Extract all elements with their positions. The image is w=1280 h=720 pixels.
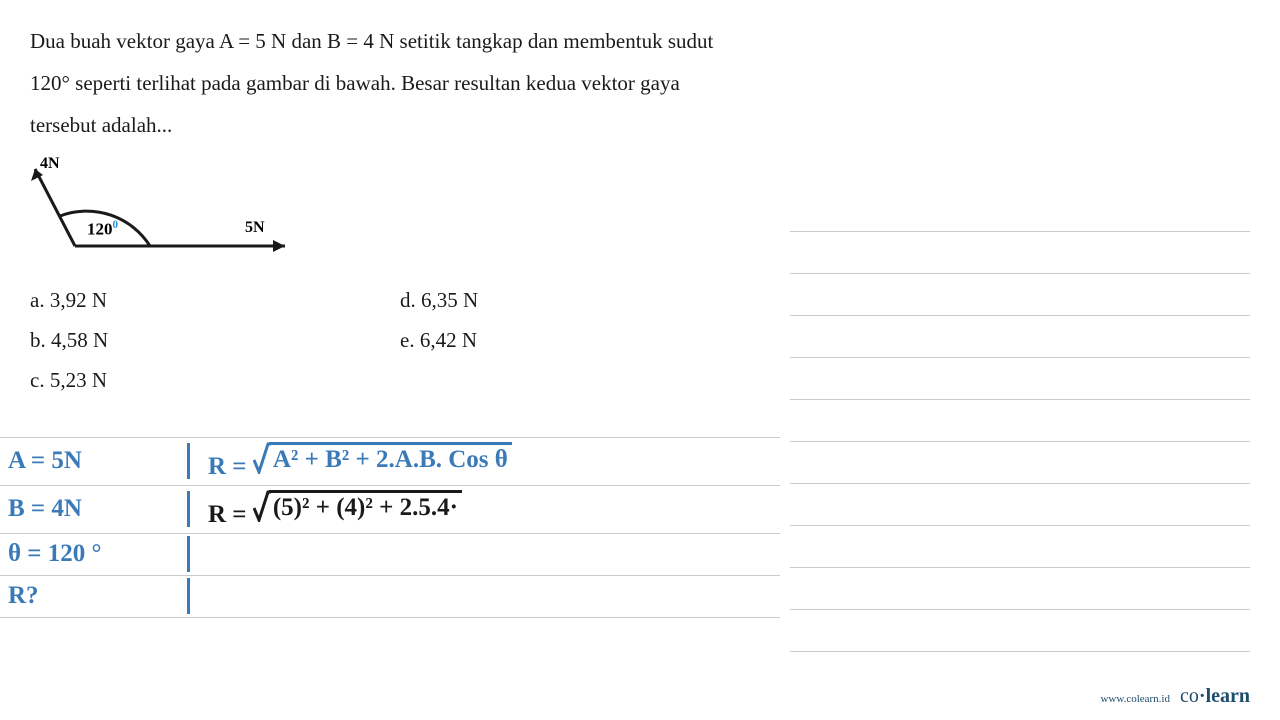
diagram-label-4n: 4N [40,155,60,173]
formula-line-2: R = (5)² + (4)² + 2.5.4· [190,486,780,533]
right-ruled-lines [790,190,1250,652]
answer-e: e. 6,42 N [400,321,700,361]
question-text: Dua buah vektor gaya A = 5 N dan B = 4 N… [30,20,750,146]
diagram-label-5n: 5N [245,219,265,237]
answer-a: a. 3,92 N [30,281,400,321]
given-b: B = 4N [0,491,190,527]
work-area: A = 5N R = A² + B² + 2.A.B. Cos θ B = 4N… [0,437,780,618]
footer: www.colearn.id co·learn [1100,685,1250,708]
given-r: R? [0,578,190,614]
answer-b: b. 4,58 N [30,321,400,361]
formula-line-1: R = A² + B² + 2.A.B. Cos θ [190,438,780,485]
footer-brand: co·learn [1180,685,1250,708]
answer-list: a. 3,92 N b. 4,58 N c. 5,23 N d. 6,35 N … [30,281,750,401]
given-theta: θ = 120 ° [0,536,190,572]
diagram-angle-degree: 0 [113,219,119,231]
diagram-angle-value: 120 [87,220,113,239]
answer-c: c. 5,23 N [30,361,400,401]
footer-url: www.colearn.id [1100,693,1170,705]
vector-diagram: 4N 5N 1200 [30,161,310,261]
answer-d: d. 6,35 N [400,281,700,321]
given-a: A = 5N [0,443,190,479]
